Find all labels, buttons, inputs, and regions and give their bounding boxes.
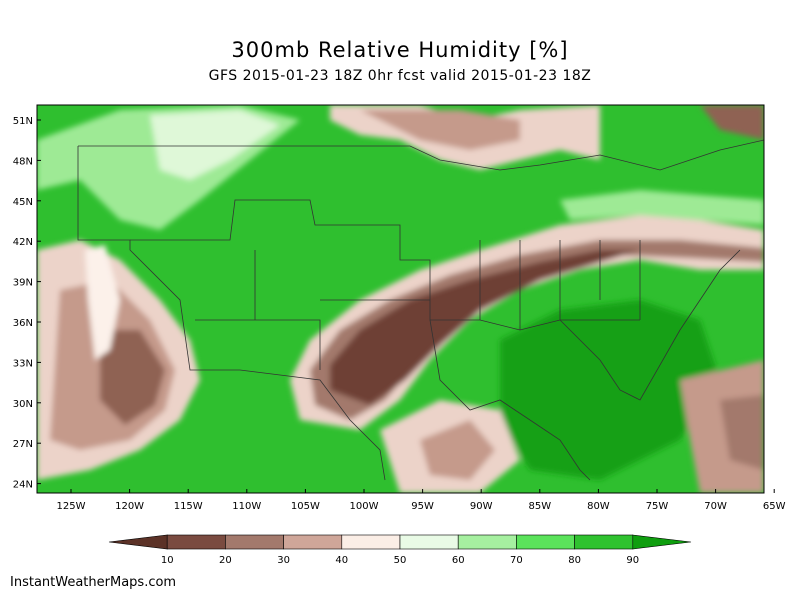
legend-tick-label: 40 — [335, 555, 348, 566]
lat-label: 48N — [13, 156, 33, 167]
border-gulf-coast — [429, 319, 591, 481]
lon-label: 125W — [57, 501, 86, 512]
legend-tick-label: 50 — [394, 555, 407, 566]
legend-tick-label: 30 — [277, 555, 290, 566]
lon-label: 90W — [470, 501, 493, 512]
lon-label: 100W — [350, 501, 379, 512]
legend-swatch — [574, 534, 634, 550]
lat-label: 39N — [13, 278, 33, 289]
credit-text: InstantWeatherMaps.com — [10, 575, 177, 590]
legend-tick-label: 90 — [626, 555, 639, 566]
legend-tick-label: 70 — [510, 555, 523, 566]
latitude-axis: 51N 48N 45N 42N 39N 36N 33N 30N 27N 24N — [13, 116, 41, 491]
region-northeast-moist — [560, 190, 764, 225]
legend-swatch — [399, 534, 459, 550]
humidity-field — [37, 105, 764, 493]
lat-label: 24N — [13, 480, 33, 491]
region-far-north-dry — [700, 105, 764, 140]
border-west — [77, 146, 386, 481]
lat-label: 33N — [13, 358, 33, 369]
lon-label: 65W — [763, 501, 786, 512]
region-northwest-pale — [150, 110, 280, 180]
legend-swatch — [632, 534, 692, 550]
lat-label: 27N — [13, 439, 33, 450]
legend-swatch — [457, 534, 517, 550]
map-frame — [36, 104, 765, 494]
lon-label: 70W — [704, 501, 727, 512]
region-central-dry-core — [330, 250, 640, 405]
region-southeast-moist — [500, 300, 720, 480]
lon-label: 120W — [115, 501, 144, 512]
lat-label: 30N — [13, 399, 33, 410]
lon-label: 115W — [174, 501, 203, 512]
legend-swatch — [166, 534, 226, 550]
color-legend: 10 20 30 40 50 60 70 80 90 — [108, 534, 692, 566]
border-states-c — [479, 240, 641, 330]
map-subtitle: GFS 2015-01-23 18Z 0hr fcst valid 2015-0… — [208, 68, 592, 84]
lon-label: 95W — [411, 501, 434, 512]
border-canada — [78, 139, 764, 171]
legend-tick-label: 10 — [161, 555, 174, 566]
region-atlantic-dry-core — [720, 395, 764, 470]
longitude-axis: 125W 120W 115W 110W 105W 100W 95W 90W 85W 80W 75W 7… — [57, 489, 786, 512]
lat-label: 42N — [13, 237, 33, 248]
region-west-pale — [85, 245, 120, 360]
region-west-dry-core — [100, 330, 165, 425]
legend-tick-label: 60 — [452, 555, 465, 566]
lat-label: 45N — [13, 197, 33, 208]
map-title: 300mb Relative Humidity [%] — [231, 38, 569, 62]
lon-label: 110W — [232, 501, 261, 512]
lon-label: 85W — [528, 501, 551, 512]
lat-label: 36N — [13, 318, 33, 329]
region-north-dry-core — [360, 110, 520, 150]
legend-swatch — [283, 534, 343, 550]
legend-swatch — [108, 534, 168, 550]
lon-label: 105W — [291, 501, 320, 512]
legend-tick-label: 20 — [219, 555, 232, 566]
lon-label: 75W — [646, 501, 669, 512]
boundaries — [77, 139, 764, 481]
legend-swatch — [516, 534, 575, 550]
legend-tick-label: 80 — [568, 555, 581, 566]
border-atlantic-coast — [559, 249, 741, 401]
lat-label: 51N — [13, 116, 33, 127]
border-states-b — [195, 250, 430, 370]
legend-swatch — [341, 534, 401, 550]
lon-label: 80W — [587, 501, 610, 512]
legend-swatch — [225, 534, 284, 550]
region-gulf-dry-core — [420, 420, 495, 480]
